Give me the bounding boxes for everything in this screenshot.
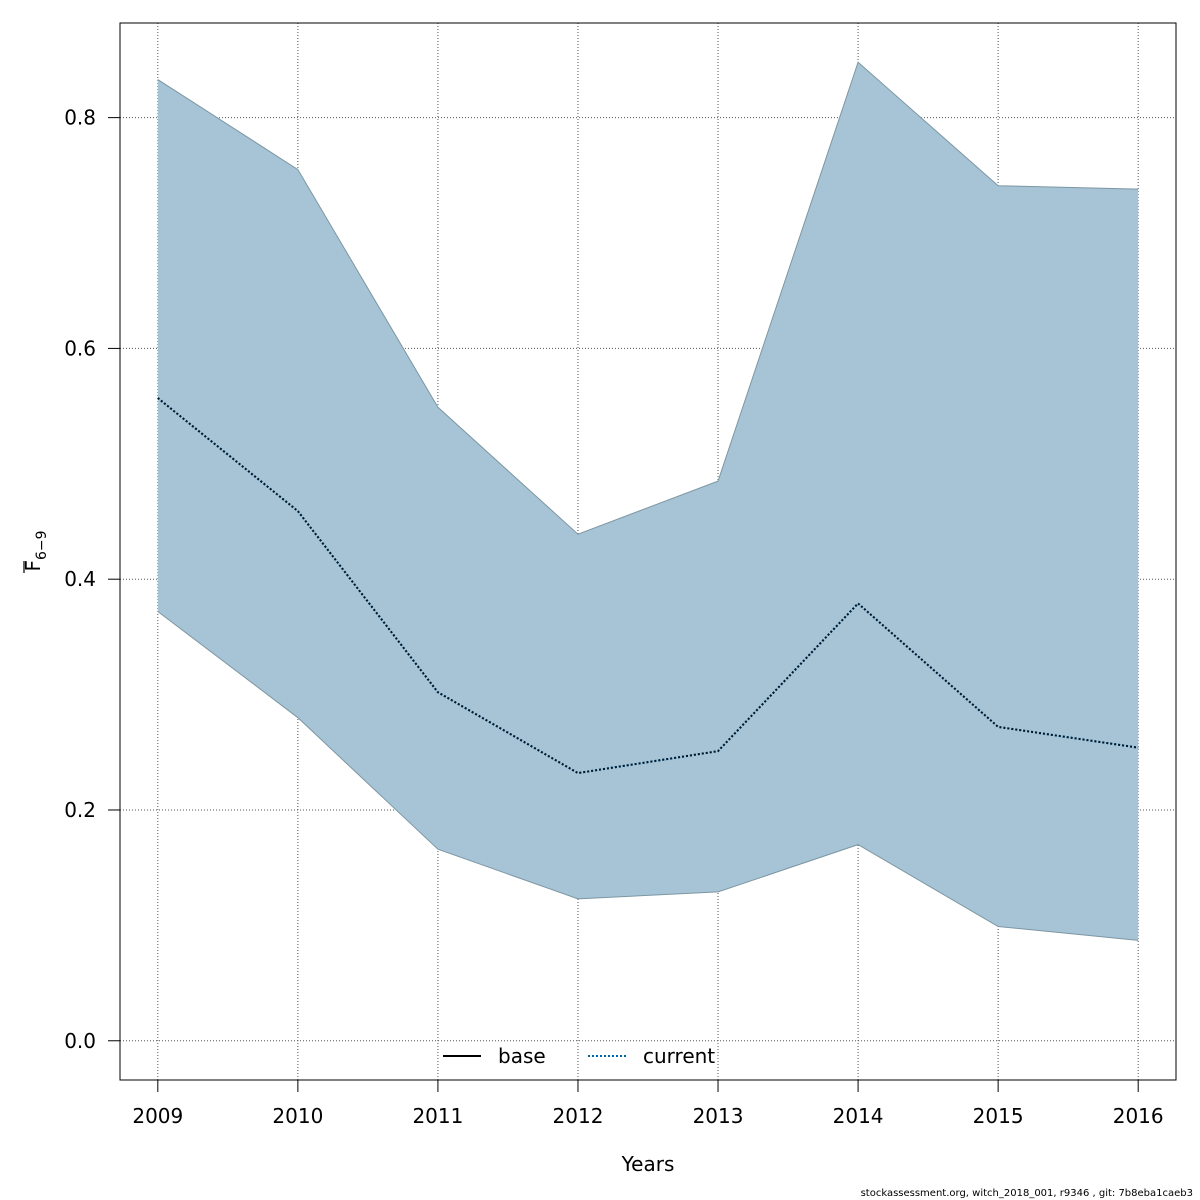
y-axis-title-main: F [21, 560, 45, 572]
x-tick-label-2012: 2012 [553, 1104, 604, 1128]
x-tick-label-2016: 2016 [1113, 1104, 1164, 1128]
x-tick-label-2015: 2015 [973, 1104, 1024, 1128]
x-tick-label-2013: 2013 [693, 1104, 744, 1128]
legend-label-base: base [498, 1044, 546, 1068]
y-tick-label-0.8: 0.8 [64, 106, 96, 130]
confidence-band-upper-edge [157, 61, 1139, 535]
y-tick-label-0.6: 0.6 [64, 336, 96, 360]
legend-label-current: current [643, 1044, 715, 1068]
svg-text:F6−9: F6−9 [21, 530, 50, 571]
series-line-current-overlay [157, 397, 1139, 775]
y-tick-label-0.4: 0.4 [64, 567, 96, 591]
y-tick-label-0.0: 0.0 [64, 1029, 96, 1053]
plot-frame [119, 22, 1177, 1081]
x-axis-title: Years [621, 1152, 675, 1176]
x-tick-label-2009: 2009 [132, 1104, 183, 1128]
x-tick-label-2014: 2014 [833, 1104, 884, 1128]
x-tick-label-2010: 2010 [272, 1104, 323, 1128]
y-tick-label-0.2: 0.2 [64, 798, 96, 822]
y-axis-title: F6−9 [21, 530, 50, 573]
confidence-band-layer [157, 61, 1139, 941]
legend: base current [443, 1044, 715, 1068]
confidence-band-lower-edge [157, 611, 1139, 941]
series-lines [157, 397, 1139, 775]
footer-credit: stockassessment.org, witch_2018_001, r93… [860, 1188, 1193, 1199]
confidence-band [157, 62, 1139, 941]
axis-ticks: 2009 2010 2011 2012 2013 2014 2015 2016 0.0 0.2 0.… [64, 106, 1163, 1128]
y-axis-title-subscript: 6−9 [34, 530, 50, 560]
x-tick-label-2011: 2011 [412, 1104, 463, 1128]
